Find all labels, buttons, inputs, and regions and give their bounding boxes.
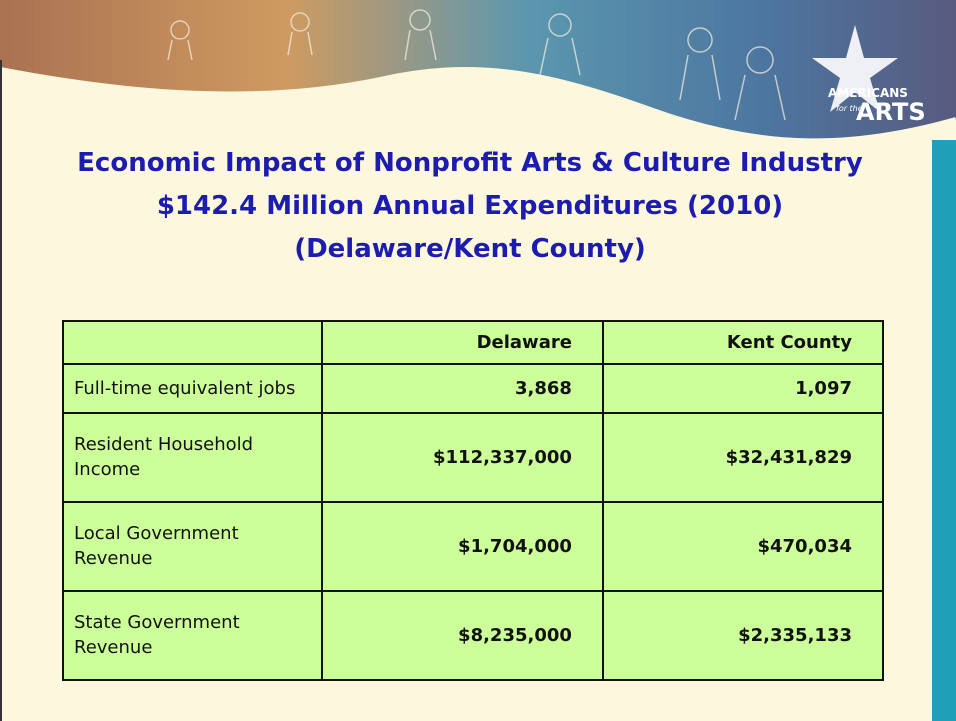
impact-table: Delaware Kent County Full-time equivalen… bbox=[62, 320, 884, 681]
table-row: Resident Household Income$112,337,000$32… bbox=[63, 413, 883, 502]
side-bar bbox=[932, 140, 956, 721]
header-cell: Delaware bbox=[322, 321, 603, 364]
table-row: State Government Revenue$8,235,000$2,335… bbox=[63, 591, 883, 680]
header-row: Delaware Kent County bbox=[63, 321, 883, 364]
value-cell: $1,704,000 bbox=[322, 502, 603, 591]
value-cell: $2,335,133 bbox=[603, 591, 883, 680]
title-line: Economic Impact of Nonprofit Arts & Cult… bbox=[30, 142, 910, 185]
title-line: $142.4 Million Annual Expenditures (2010… bbox=[30, 185, 910, 228]
title-line: (Delaware/Kent County) bbox=[30, 228, 910, 271]
slide: AMERICANS for the ARTS Economic Impact o… bbox=[0, 0, 956, 721]
logo: AMERICANS for the ARTS bbox=[800, 20, 910, 140]
left-border bbox=[0, 60, 2, 721]
table-row: Local Government Revenue$1,704,000$470,0… bbox=[63, 502, 883, 591]
row-label: Local Government Revenue bbox=[63, 502, 322, 591]
value-cell: $470,034 bbox=[603, 502, 883, 591]
value-cell: $112,337,000 bbox=[322, 413, 603, 502]
row-label: State Government Revenue bbox=[63, 591, 322, 680]
title: Economic Impact of Nonprofit Arts & Cult… bbox=[30, 142, 910, 271]
header-cell: Kent County bbox=[603, 321, 883, 364]
header-cell bbox=[63, 321, 322, 364]
value-cell: 3,868 bbox=[322, 364, 603, 413]
value-cell: $32,431,829 bbox=[603, 413, 883, 502]
row-label: Full-time equivalent jobs bbox=[63, 364, 322, 413]
value-cell: $8,235,000 bbox=[322, 591, 603, 680]
row-label: Resident Household Income bbox=[63, 413, 322, 502]
value-cell: 1,097 bbox=[603, 364, 883, 413]
logo-text: ARTS bbox=[856, 98, 926, 126]
